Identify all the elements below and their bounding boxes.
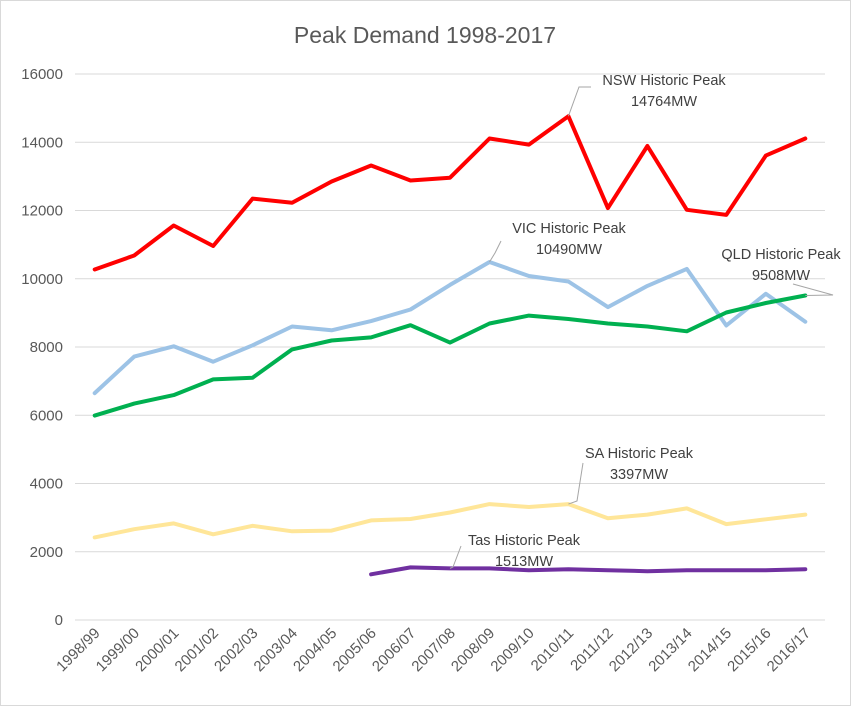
annotation-leader-tas	[449, 545, 462, 569]
annotation-vic-value: 10490MW	[536, 242, 602, 258]
series-lines	[92, 114, 808, 577]
annotation-qld-value: 9508MW	[752, 268, 810, 284]
annotation-leader-vic	[489, 240, 502, 263]
y-tick-label: 16000	[21, 66, 63, 83]
x-tick-label: 2016/17	[764, 625, 814, 675]
annotations: NSW Historic Peak 14764MW VIC Historic Pea…	[449, 73, 841, 570]
annotation-tas-label: Tas Historic Peak	[468, 533, 581, 549]
annotation-leader-qld	[792, 283, 834, 297]
annotation-leader-nsw	[567, 86, 591, 117]
series-line-qld	[92, 293, 808, 418]
y-tick-label: 8000	[30, 339, 63, 356]
series-line-vic	[92, 260, 808, 396]
x-tick-label: 2009/10	[487, 625, 537, 675]
chart-title: Peak Demand 1998-2017	[294, 22, 556, 48]
annotation-tas-value: 1513MW	[495, 554, 553, 570]
annotation-sa-value: 3397MW	[610, 467, 668, 483]
series-line-nsw	[92, 114, 808, 272]
y-tick-label: 4000	[30, 476, 63, 493]
annotation-qld-label: QLD Historic Peak	[721, 247, 841, 263]
annotation-nsw-value: 14764MW	[631, 94, 697, 110]
annotation-sa-label: SA Historic Peak	[585, 446, 694, 462]
gridlines	[75, 73, 825, 621]
y-tick-label: 2000	[30, 544, 63, 561]
y-tick-label: 14000	[21, 134, 63, 151]
series-line-tas	[369, 565, 808, 577]
y-tick-label: 12000	[21, 203, 63, 220]
series-line-sa	[92, 502, 808, 540]
annotation-leader-sa	[568, 462, 584, 505]
y-tick-label: 10000	[21, 271, 63, 288]
annotation-nsw-label: NSW Historic Peak	[602, 73, 726, 89]
x-tick-label: 2010/11	[528, 625, 578, 675]
y-tick-label: 0	[55, 612, 63, 629]
x-axis-ticks: 1998/991999/002000/012001/022002/032003/…	[53, 625, 814, 675]
y-axis-ticks: 0 2000 4000 6000 8000 10000 12000 14000 16000	[21, 66, 63, 629]
y-tick-label: 6000	[30, 407, 63, 424]
annotation-vic-label: VIC Historic Peak	[512, 221, 626, 237]
